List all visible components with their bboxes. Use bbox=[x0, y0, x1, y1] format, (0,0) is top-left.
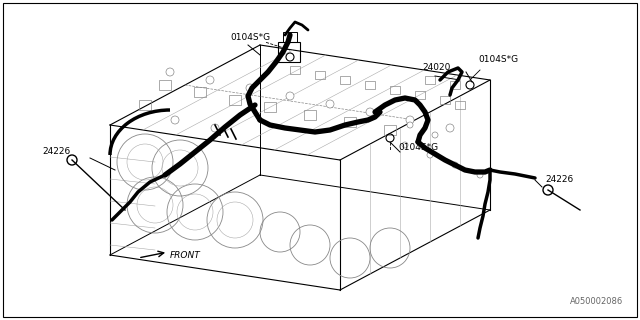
Circle shape bbox=[171, 116, 179, 124]
Circle shape bbox=[402, 142, 408, 148]
Bar bbox=[450, 81, 460, 89]
Bar bbox=[455, 101, 465, 109]
Text: 0104S*G: 0104S*G bbox=[230, 34, 270, 43]
Circle shape bbox=[427, 152, 433, 158]
Bar bbox=[384, 125, 396, 135]
Text: A050002086: A050002086 bbox=[570, 298, 623, 307]
Circle shape bbox=[366, 108, 374, 116]
Text: 0104S*G: 0104S*G bbox=[398, 143, 438, 153]
Text: 24226: 24226 bbox=[42, 148, 70, 156]
Bar bbox=[278, 42, 300, 62]
Bar bbox=[415, 91, 425, 99]
Bar bbox=[390, 86, 400, 94]
Circle shape bbox=[446, 124, 454, 132]
Text: 0104S*G: 0104S*G bbox=[478, 55, 518, 65]
Bar bbox=[344, 117, 356, 127]
Circle shape bbox=[166, 68, 174, 76]
Text: FRONT: FRONT bbox=[170, 251, 201, 260]
Bar bbox=[304, 110, 316, 120]
Circle shape bbox=[432, 132, 438, 138]
Circle shape bbox=[406, 116, 414, 124]
Text: 24226: 24226 bbox=[545, 175, 573, 185]
Bar bbox=[194, 87, 206, 97]
Bar bbox=[264, 102, 276, 112]
Bar bbox=[425, 76, 435, 84]
Circle shape bbox=[286, 92, 294, 100]
Circle shape bbox=[452, 162, 458, 168]
Text: 24020: 24020 bbox=[422, 63, 451, 73]
Circle shape bbox=[477, 172, 483, 178]
Circle shape bbox=[407, 122, 413, 128]
Circle shape bbox=[211, 124, 219, 132]
Bar bbox=[365, 81, 375, 89]
Bar bbox=[283, 32, 297, 42]
Circle shape bbox=[246, 84, 254, 92]
Bar bbox=[229, 95, 241, 105]
Bar bbox=[340, 76, 350, 84]
Bar bbox=[315, 71, 325, 79]
Bar bbox=[290, 66, 300, 74]
Circle shape bbox=[326, 100, 334, 108]
Bar bbox=[159, 80, 171, 90]
Bar bbox=[440, 96, 450, 104]
Circle shape bbox=[206, 76, 214, 84]
Bar bbox=[139, 100, 151, 110]
